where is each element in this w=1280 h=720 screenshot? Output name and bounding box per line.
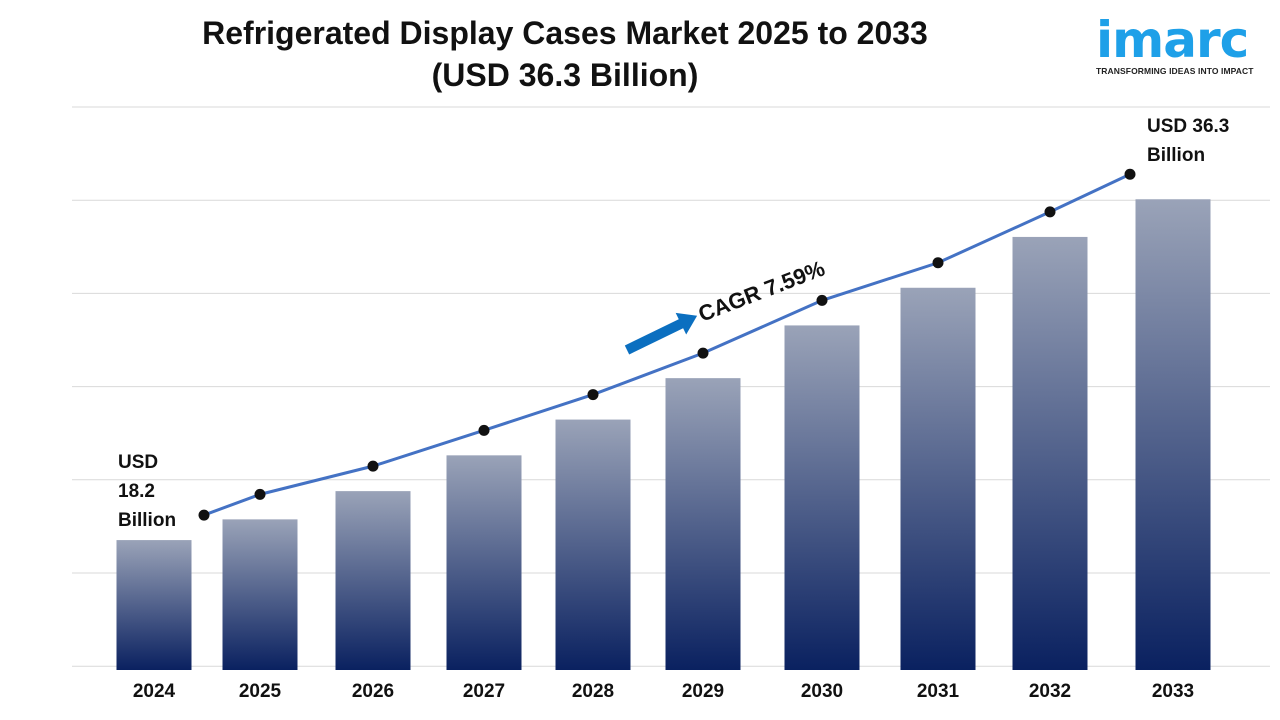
x-tick-label: 2033	[1152, 681, 1194, 702]
end-label-line: Billion	[1147, 145, 1206, 166]
x-tick-label: 2025	[239, 681, 282, 702]
trend-point	[697, 347, 709, 359]
bar-2025	[222, 519, 298, 670]
bar-2028	[555, 419, 631, 670]
bar-2033	[1135, 199, 1211, 670]
x-tick-label: 2029	[682, 681, 724, 702]
x-tick-label: 2026	[352, 681, 394, 702]
x-tick-label: 2031	[917, 681, 960, 702]
trend-point	[587, 389, 599, 401]
trend-point	[367, 460, 379, 472]
x-tick-label: 2027	[463, 681, 505, 702]
chart-title: Refrigerated Display Cases Market 2025 t…	[202, 15, 928, 51]
start-label-line: 18.2	[118, 481, 155, 502]
x-tick-label: 2024	[133, 681, 176, 702]
start-label-line: USD	[118, 452, 159, 473]
bar-2030	[784, 325, 860, 670]
start-label-line: Billion	[118, 510, 177, 531]
bar-2027	[446, 455, 522, 670]
trend-point	[198, 509, 210, 521]
bar-2029	[665, 378, 741, 670]
trend-line	[203, 172, 1131, 517]
end-label-line: USD 36.3	[1147, 116, 1230, 137]
trend-point	[932, 257, 944, 269]
trend-point	[478, 424, 490, 436]
end-value-label: USD 36.3 Billion	[1147, 112, 1229, 170]
logo-tagline: TRANSFORMING IDEAS INTO IMPACT	[1096, 66, 1254, 76]
trend-point	[254, 488, 266, 500]
x-tick-label: 2030	[801, 681, 843, 702]
cagr-label: CAGR 7.59%	[695, 256, 828, 327]
bar-2032	[1012, 236, 1088, 670]
logo-word: imarc	[1096, 11, 1249, 69]
chart-subtitle: (USD 36.3 Billion)	[431, 57, 699, 93]
cagr-arrow	[624, 312, 698, 355]
trend-point	[816, 294, 828, 306]
x-tick-label: 2028	[572, 681, 614, 702]
x-tick-label: 2032	[1029, 681, 1071, 702]
bar-2024	[116, 540, 192, 670]
bar-2026	[335, 491, 411, 670]
start-value-label: USD 18.2 Billion	[118, 448, 176, 535]
trend-point	[1044, 206, 1056, 218]
trend-point	[1124, 168, 1136, 180]
imarc-logo: imarc TRANSFORMING IDEAS INTO IMPACT	[1096, 12, 1256, 76]
bar-2031	[900, 287, 976, 670]
